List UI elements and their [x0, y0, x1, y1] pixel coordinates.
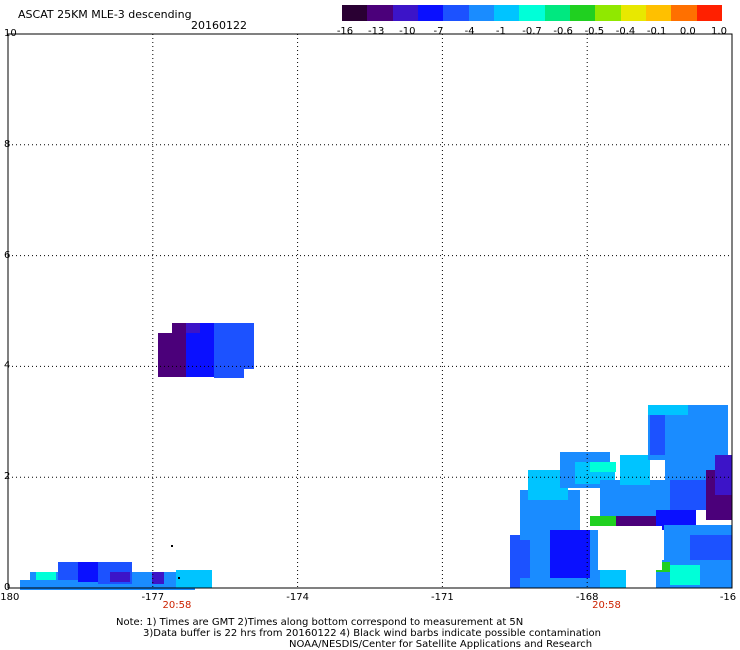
x-tick-label: -16	[719, 592, 737, 603]
credit-line: NOAA/NESDIS/Center for Satellite Applica…	[289, 639, 593, 650]
swath-cell	[520, 578, 600, 588]
swath-cell	[58, 562, 78, 580]
colorbar-label: 1.0	[711, 26, 727, 37]
swath-cell	[590, 462, 616, 472]
colorbar-label: -13	[367, 26, 385, 37]
colorbar-swatch	[671, 5, 697, 21]
colorbar-swatch	[569, 5, 596, 21]
colorbar-swatch	[620, 5, 646, 21]
y-tick-label: 8	[4, 138, 11, 150]
y-tick-label: 6	[4, 249, 11, 261]
swath-cell	[616, 516, 656, 526]
swath-cell	[670, 480, 710, 510]
swath-cell	[200, 323, 214, 377]
time-label: 20:58	[592, 600, 621, 611]
colorbar-swatch	[519, 5, 545, 21]
colorbar-swatch	[342, 5, 368, 21]
swath-cell	[186, 323, 200, 335]
note-line-2: 3)Data buffer is 22 hrs from 20160122 4)…	[143, 628, 601, 639]
swath-cell	[648, 405, 688, 415]
y-tick-label: 4	[4, 360, 11, 372]
y-tick-label: 2	[4, 471, 11, 483]
y-tick-label: 0	[4, 582, 11, 593]
swath-cell	[20, 580, 195, 590]
time-label: 20:58	[162, 600, 192, 611]
swath-cell	[152, 572, 164, 584]
swath-cell	[176, 570, 212, 588]
grid-lines	[8, 34, 732, 588]
swath-cell	[78, 562, 98, 582]
swath-cell	[214, 369, 244, 378]
wind-barb-dot	[178, 577, 180, 579]
x-tick-label: -174	[286, 592, 309, 603]
wind-barb-dot	[171, 545, 173, 547]
data-gap	[598, 526, 662, 570]
colorbar-label: -4	[464, 26, 475, 37]
colorbar-label: -10	[399, 26, 416, 37]
colorbar-swatch	[468, 5, 494, 21]
x-tick-label: -171	[431, 592, 454, 603]
colorbar-label: -7	[433, 26, 444, 37]
swath-cell	[110, 572, 130, 582]
colorbar-label: 0.0	[679, 26, 696, 37]
colorbar-swatch	[595, 5, 621, 21]
swath-cell	[715, 455, 732, 495]
colorbar-swatch	[544, 5, 570, 21]
colorbar-label: -0.4	[615, 26, 636, 37]
swath-cell	[656, 562, 670, 572]
image-date: 20160122	[191, 19, 247, 32]
colorbar-swatch	[443, 5, 469, 21]
plot-frame	[7, 33, 733, 589]
colorbar-swatch	[493, 5, 520, 21]
swath-cell	[650, 415, 665, 455]
colorbar	[342, 5, 722, 21]
swath-cell	[214, 323, 254, 369]
swath-cell	[550, 530, 590, 578]
colorbar-label: -0.5	[584, 26, 605, 37]
colorbar-swatch	[696, 5, 722, 21]
swath-cell	[158, 333, 172, 377]
colorbar-label: -0.1	[646, 26, 667, 37]
colorbar-swatch	[645, 5, 672, 21]
colorbar-label: -1	[495, 26, 506, 37]
colorbar-swatch	[367, 5, 393, 21]
swath-cell	[590, 516, 620, 526]
swath-cell	[186, 333, 200, 377]
swath-cell	[164, 572, 176, 588]
note-line-1: Note: 1) Times are GMT 2)Times along bot…	[116, 617, 524, 628]
image-title: ASCAT 25KM MLE-3 descending	[18, 8, 192, 21]
x-tick-label: -168	[575, 592, 599, 603]
colorbar-label: -0.7	[522, 26, 542, 37]
colorbar-label: -0.6	[553, 26, 573, 37]
colorbar-swatch	[392, 5, 418, 21]
y-tick-label: 10	[4, 28, 17, 39]
data-swaths	[20, 323, 732, 590]
colorbar-swatch	[417, 5, 444, 21]
swath-cell	[620, 455, 650, 485]
swath-cell	[600, 570, 626, 588]
colorbar-label: -16	[336, 26, 354, 37]
swath-cell	[670, 565, 700, 585]
swath-cell	[36, 572, 56, 580]
swath-cell	[172, 323, 186, 377]
swath-cell	[132, 572, 152, 584]
x-tick-label: -180	[0, 592, 20, 603]
x-tick-label: -177	[141, 592, 165, 603]
